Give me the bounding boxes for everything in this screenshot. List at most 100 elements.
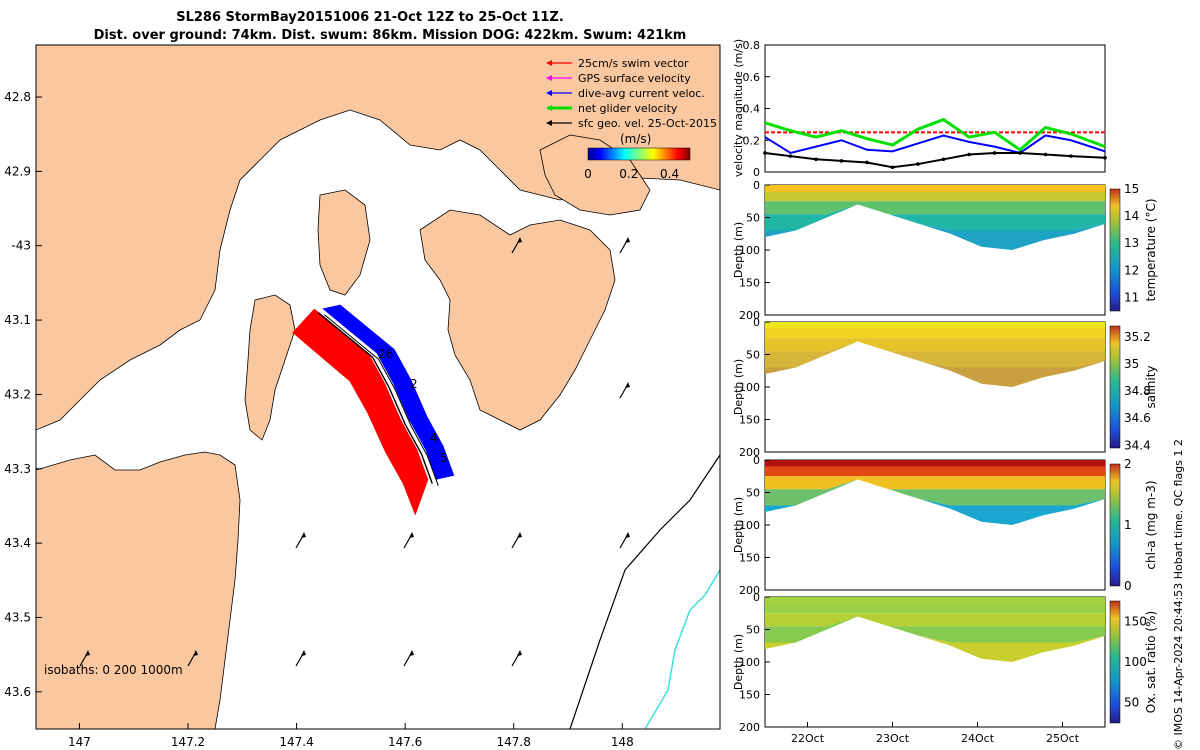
section-ylabel: Depth (m) [732, 359, 745, 415]
velocity-point [1043, 152, 1048, 157]
section-colorbar-tick: 34.8 [1124, 384, 1151, 398]
velocity-point [1069, 154, 1073, 158]
section-y-tick-label: 100 [739, 656, 760, 669]
colorbar-tick-label: 0.4 [660, 167, 679, 181]
section-y-tick-label: 0 [753, 454, 760, 467]
colorbar-tick-label: 0 [584, 167, 592, 181]
sfc-geo-arrowhead [409, 650, 414, 656]
track-map: 147 147.2 147.4 147.6 147.8 148 42.8 42.9 -43 43.… [4, 44, 721, 749]
chla-section: 0 50 100 150 200 Depth (m) 2 1 0 chl-a (mg m-3) [732, 454, 1158, 597]
section-colorbar-tick: 100 [1124, 655, 1147, 669]
velocity-series-line [764, 117, 1106, 152]
land-bruny [317, 189, 371, 296]
map-y-tick-label: 43.2 [4, 387, 31, 401]
velocity-series-line [764, 151, 1106, 169]
section-y-tick-label: 150 [739, 277, 760, 290]
legend-label: 25cm/s swim vector [578, 57, 689, 70]
section-band [765, 479, 1105, 525]
legend-label: GPS surface velocity [578, 72, 691, 85]
section-band [765, 597, 1105, 604]
section-y-tick-label: 150 [739, 414, 760, 427]
section-band [765, 616, 1105, 662]
sfc-geo-arrowhead [517, 237, 522, 243]
section-band [765, 185, 1105, 192]
section-y-tick-label: 0 [753, 591, 760, 604]
time-tick-label: 24Oct [961, 732, 995, 745]
sfc-geo-arrowhead [517, 532, 522, 538]
title-line-2: Dist. over ground: 74km. Dist. swum: 86k… [94, 28, 687, 43]
section-colorbar-tick: 2 [1124, 457, 1132, 471]
map-x-tick-label: 147.4 [279, 735, 313, 749]
section-colorbar-label: chl-a (mg m-3) [1144, 480, 1158, 569]
section-y-tick-label: 200 [739, 446, 760, 459]
map-y-tick-label: 43.5 [4, 610, 31, 624]
velocity-point [992, 151, 997, 155]
section-band [765, 613, 1105, 627]
section-y-tick-label: 100 [739, 519, 760, 532]
legend-label: net glider velocity [578, 102, 678, 115]
section-y-tick-label: 100 [739, 244, 760, 257]
legend-arrowhead [546, 75, 552, 81]
track-day-label: 4 [430, 431, 438, 445]
section-band [765, 479, 1105, 506]
velocity-point [941, 157, 946, 162]
section-colorbar [1109, 600, 1121, 724]
map-x-tick-label: 147.8 [497, 735, 531, 749]
velocity-point [1103, 155, 1107, 160]
section-colorbar [1109, 188, 1121, 312]
map-x-tick-label: 148 [611, 735, 634, 749]
time-axis: 22Oct 23Oct 24Oct 25Oct [791, 722, 1080, 745]
title-line-1: SL286 StormBay20151006 21-Oct 12Z to 25-… [176, 10, 564, 25]
sfc-geo-arrowhead [409, 532, 414, 538]
legend-label: sfc geo. vel. 25-Oct-2015 [578, 117, 717, 130]
map-y-tick-label: 43.4 [4, 536, 31, 550]
velocity-panel: 0 0.2 0.4 0.6 0.8 velocity magnitude (m/s) [732, 39, 1107, 179]
section-band [765, 201, 1105, 215]
map-y-tick-label: 43.6 [4, 685, 31, 699]
track-day-label: 26 [378, 347, 393, 361]
section-y-tick-label: 100 [739, 381, 760, 394]
map-y-tick-label: 43.3 [4, 462, 31, 476]
section-band [765, 341, 1105, 387]
credit-text: © IMOS 14-Apr-2024 20:44:53 Hobart time.… [1172, 439, 1185, 750]
section-y-tick-label: 150 [739, 689, 760, 702]
dive-avg-current-swath [322, 304, 455, 480]
vel-y-tick-label: 0.2 [743, 134, 761, 147]
section-colorbar-tick: 13 [1124, 236, 1139, 250]
section-ylabel: Depth (m) [732, 634, 745, 690]
map-y-tick-label: 42.8 [4, 90, 31, 104]
section-band [765, 338, 1105, 352]
salinity-section: 0 50 100 150 200 Depth (m) 35.2 35 34.8 34.6 34.4 s… [732, 316, 1158, 459]
sfc-geo-arrowhead [301, 650, 306, 656]
swim-vector-swath [292, 308, 429, 516]
time-tick-label: 22Oct [791, 732, 825, 745]
temperature-section: 0 50 100 150 200 Depth (m) 15 14 13 12 11 temperatu… [732, 179, 1158, 322]
velocity-point [788, 154, 793, 158]
section-band [765, 328, 1105, 339]
track-day-label: 2 [410, 377, 418, 391]
velocity-point [1018, 151, 1022, 155]
section-y-tick-label: 50 [746, 349, 760, 362]
velocity-point [839, 159, 844, 163]
section-ylabel: Depth (m) [732, 497, 745, 553]
section-colorbar-tick: 11 [1124, 290, 1139, 304]
velocity-ylabel: velocity magnitude (m/s) [732, 39, 745, 177]
map-legend: 25cm/s swim vector GPS surface velocity di… [546, 57, 717, 130]
velocity-point [890, 165, 895, 170]
land-group [36, 45, 720, 729]
isobath-1000 [644, 569, 720, 729]
section-y-tick-label: 150 [739, 552, 760, 565]
map-y-tick-label: -43 [11, 239, 31, 253]
section-colorbar-label: temperature (°C) [1144, 199, 1158, 302]
map-x-tick-label: 147.6 [388, 735, 422, 749]
section-colorbar-tick: 15 [1124, 182, 1139, 196]
map-colorbar [587, 147, 691, 161]
sfc-geo-arrowhead [625, 382, 630, 388]
sfc-geo-arrowhead [85, 650, 90, 656]
section-colorbar-tick: 34.4 [1124, 438, 1151, 452]
colorbar-tick-label: 0.2 [619, 167, 638, 181]
section-band [765, 603, 1105, 614]
section-y-tick-label: 200 [739, 584, 760, 597]
section-colorbar-tick: 35 [1124, 357, 1139, 371]
